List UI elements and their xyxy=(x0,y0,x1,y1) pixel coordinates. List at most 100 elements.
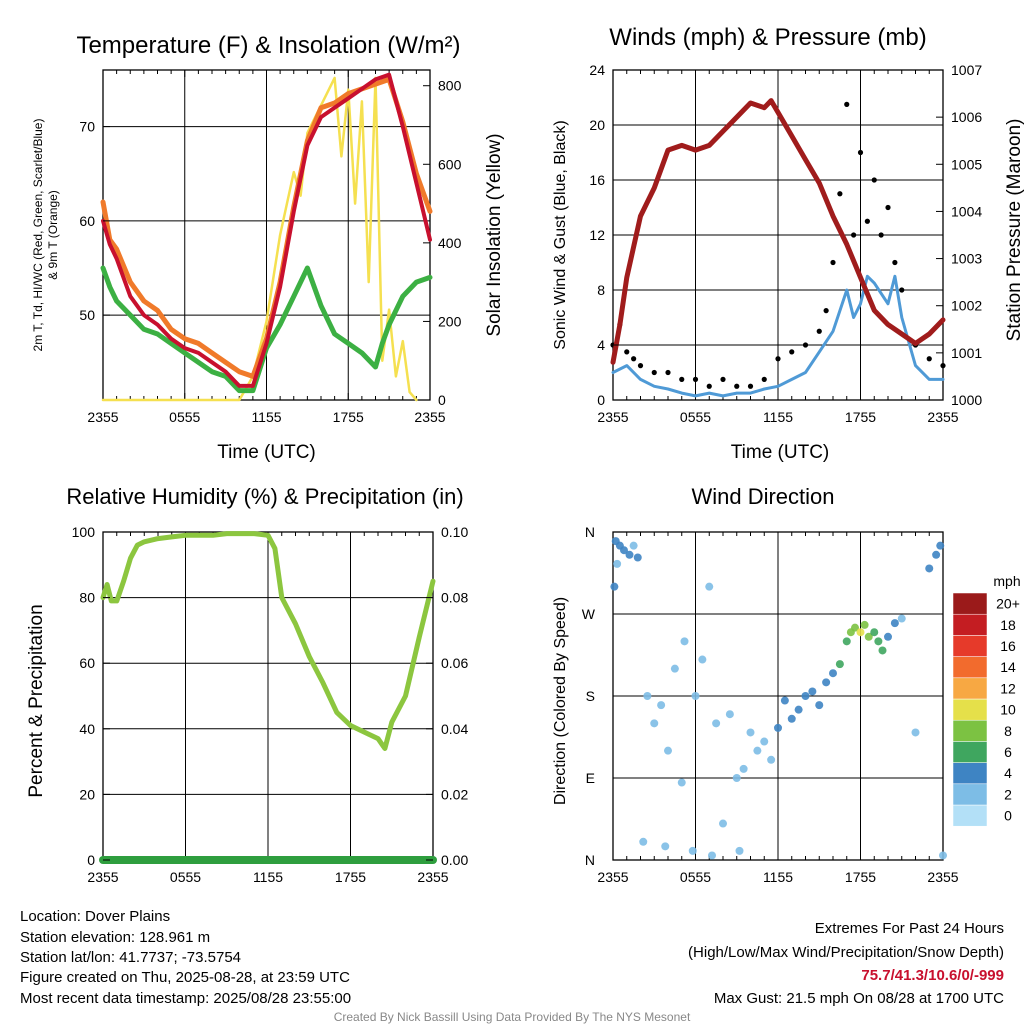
rh-ytick-left: 40 xyxy=(79,721,95,737)
temp-ytick-right: 600 xyxy=(438,156,462,172)
gust-point xyxy=(844,101,850,107)
direction-point xyxy=(932,550,941,559)
direction-point xyxy=(657,701,666,710)
extremes-subtitle: (High/Low/Max Wind/Precipitation/Snow De… xyxy=(688,944,1004,961)
gust-point xyxy=(624,349,630,355)
created-text: Figure created on Thu, 2025-08-28, at 23… xyxy=(20,969,350,986)
direction-point xyxy=(787,714,796,723)
gust-point xyxy=(816,328,822,334)
direction-point xyxy=(780,696,789,705)
temp-ylabel-right: Solar Insolation (Yellow) xyxy=(484,133,505,336)
wind-ytick-left: 0 xyxy=(597,392,605,408)
temp-9m-line xyxy=(100,76,433,379)
wind-ytick-right: 1002 xyxy=(951,298,982,314)
temp-xtick-label: 1755 xyxy=(333,409,364,425)
gust-point xyxy=(651,369,657,376)
gust-point xyxy=(837,191,843,197)
dir-xtick-label: 1755 xyxy=(845,869,876,885)
legend-swatch xyxy=(952,783,988,806)
direction-point xyxy=(808,687,817,696)
temp-xtick-label: 0555 xyxy=(169,409,200,425)
dir-xtick-label: 1155 xyxy=(763,869,793,885)
direction-point xyxy=(936,541,945,550)
rh-xtick-label: 0555 xyxy=(170,869,201,885)
temp-ylabel-left-2: & 9m T (Orange) xyxy=(46,190,60,280)
elevation-text: Station elevation: 128.961 m xyxy=(20,929,211,946)
dir-xtick-label: 2355 xyxy=(927,869,958,885)
wind-ytick-left: 8 xyxy=(597,282,605,298)
rh-xtick-label: 1155 xyxy=(253,869,283,885)
temp-ytick-right: 400 xyxy=(438,235,462,251)
direction-point xyxy=(639,837,648,846)
direction-point xyxy=(633,553,642,562)
legend-swatch xyxy=(952,719,988,742)
direction-point xyxy=(829,669,837,678)
rh-ytick-right: 0.00 xyxy=(441,852,468,868)
gust-point xyxy=(857,149,864,156)
legend-label: 2 xyxy=(1004,786,1012,802)
temp-xtick-label: 2355 xyxy=(414,409,445,425)
gust-point xyxy=(878,232,884,238)
gust-point xyxy=(734,383,740,389)
gust-point xyxy=(899,287,905,293)
direction-point xyxy=(856,628,865,637)
extremes-values: 75.7/41.3/10.6/0/-999 xyxy=(861,967,1004,984)
recent-data-text: Most recent data timestamp: 2025/08/28 2… xyxy=(20,990,352,1007)
gust-point xyxy=(665,369,671,376)
direction-point xyxy=(878,646,887,655)
rh-ytick-right: 0.06 xyxy=(441,655,468,671)
dir-ytick-left: N xyxy=(585,524,595,540)
direction-point xyxy=(677,778,686,787)
legend-swatch xyxy=(952,656,988,679)
gust-point xyxy=(864,218,870,224)
temp-ylabel-left-1: 2m T, Td, HI/WC (Red, Green, Scarlet/Blu… xyxy=(31,119,45,352)
wind-ytick-right: 1001 xyxy=(951,345,982,361)
temp-ytick-left: 60 xyxy=(79,213,95,229)
direction-point xyxy=(835,660,844,669)
direction-point xyxy=(732,774,741,782)
direction-point xyxy=(691,692,700,700)
rh-ytick-right: 0.02 xyxy=(441,786,468,802)
direction-point xyxy=(774,723,782,732)
wind-ylabel-left: Sonic Wind & Gust (Blue, Black) xyxy=(552,120,569,349)
legend-label: 10 xyxy=(1000,702,1016,718)
temp-2m-line xyxy=(101,72,432,388)
temp-title: Temperature (F) & Insolation (W/m²) xyxy=(76,32,460,59)
wind-xtick-label: 2355 xyxy=(927,409,958,425)
legend-label: 18 xyxy=(1000,617,1016,633)
gust-point xyxy=(851,232,857,238)
gust-point xyxy=(631,356,637,362)
direction-point xyxy=(860,620,869,629)
direction-point xyxy=(874,637,883,646)
gust-point xyxy=(830,259,836,266)
temp-xtick-label: 2355 xyxy=(87,409,118,425)
latlon-text: Station lat/lon: 41.7737; -73.5754 xyxy=(20,949,242,966)
gust-point xyxy=(747,383,754,389)
location-text: Location: Dover Plains xyxy=(20,908,171,925)
wind-title: Winds (mph) & Pressure (mb) xyxy=(609,24,926,51)
gust-point xyxy=(871,177,877,183)
insolation-line xyxy=(101,76,418,402)
extremes-title: Extremes For Past 24 Hours xyxy=(814,920,1004,937)
gust-point xyxy=(720,376,726,382)
legend-swatch xyxy=(952,677,988,700)
rh-ylabel-left: Percent & Precipitation xyxy=(26,604,47,797)
dir-ytick-left: W xyxy=(582,606,596,622)
direction-point xyxy=(610,582,619,591)
rh-xtick-label: 2355 xyxy=(417,869,448,885)
direction-point xyxy=(884,632,892,641)
direction-point xyxy=(719,819,727,828)
rh-ytick-left: 0 xyxy=(87,852,95,868)
direction-point xyxy=(851,623,859,632)
direction-point xyxy=(705,582,714,591)
temp-ytick-left: 50 xyxy=(79,307,95,323)
direction-point xyxy=(925,564,934,573)
direction-point xyxy=(620,546,628,555)
direction-point xyxy=(870,628,879,637)
legend-title: mph xyxy=(993,573,1020,589)
direction-point xyxy=(625,550,634,559)
gust-point xyxy=(637,363,644,369)
gust-point xyxy=(940,363,946,369)
direction-point xyxy=(708,851,716,860)
